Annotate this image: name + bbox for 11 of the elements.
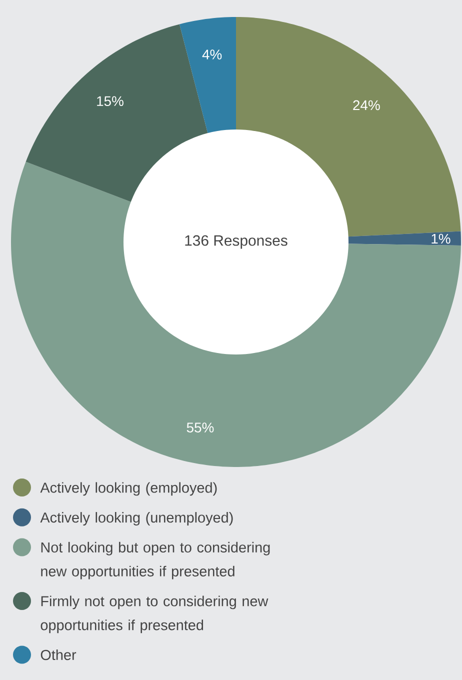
data-label: 4% <box>202 50 222 60</box>
legend-label: Actively looking (unemployed) <box>40 512 233 526</box>
data-label: 1% <box>432 234 450 244</box>
data-label: 55% <box>186 422 214 432</box>
legend-label: Firmly not open to considering new opportunities if presented <box>40 596 268 634</box>
legend-label: Actively looking (employed) <box>40 482 217 496</box>
text: 136 Responses <box>185 235 288 249</box>
legend-label: Other <box>40 649 76 660</box>
data-label: 15% <box>97 96 124 106</box>
data-label: 24% <box>353 100 380 110</box>
legend-label: Not looking but open to considering new opportunities if presented <box>41 542 270 580</box>
